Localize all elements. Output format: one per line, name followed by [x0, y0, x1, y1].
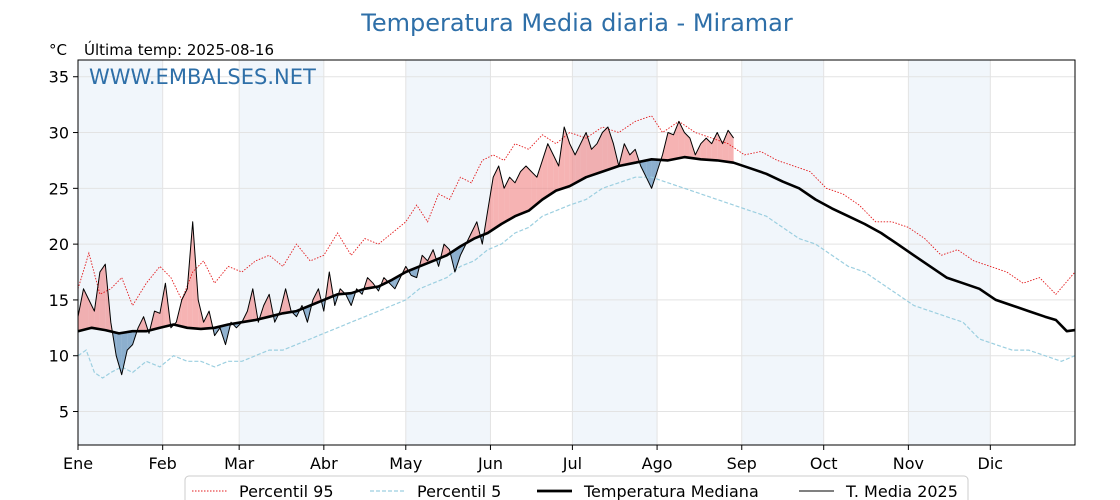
series-line-p5: [77, 176, 1076, 379]
fill-above-median: [597, 132, 603, 174]
fill-above-median: [192, 221, 199, 329]
fill-above-median: [673, 121, 679, 160]
legend-label-p5: Percentil 5: [417, 482, 501, 500]
fill-above-median: [367, 277, 373, 289]
y-tick-label: 35: [49, 68, 69, 87]
y-tick-label: 10: [49, 347, 69, 366]
fill-above-median: [504, 177, 510, 223]
fill-above-median: [159, 283, 166, 328]
series-lines: [77, 115, 1076, 379]
fill-above-median: [247, 288, 253, 322]
fill-above-median: [580, 132, 587, 181]
month-band: [239, 60, 324, 445]
fill-above-median: [586, 132, 592, 178]
fill-above-median: [684, 132, 690, 158]
fill-below-median: [121, 332, 128, 375]
x-tick-label: Mar: [224, 454, 255, 473]
y-axis-unit: °C: [49, 41, 67, 59]
fill-above-median: [558, 127, 565, 190]
y-tick-label: 30: [49, 124, 69, 143]
y-tick-label: 15: [49, 291, 69, 310]
x-tick-label: Oct: [810, 454, 838, 473]
fill-above-median: [471, 221, 477, 241]
legend-label-p95: Percentil 95: [239, 482, 334, 500]
fill-above-median: [575, 143, 581, 184]
y-axis-ticks: 5 10 15 20 25 30 35: [49, 68, 78, 422]
fill-above-median: [181, 288, 188, 328]
x-tick-label: Ene: [63, 454, 93, 473]
fill-above-median: [728, 130, 734, 163]
fill-above-median: [531, 171, 537, 209]
y-tick-label: 5: [59, 403, 69, 422]
month-band: [908, 60, 991, 445]
fill-above-median: [717, 132, 723, 162]
fill-above-median: [711, 132, 718, 161]
fill-below-median: [646, 159, 652, 189]
fill-above-median: [602, 127, 608, 172]
fill-below-median: [640, 160, 647, 178]
x-tick-label: Dic: [978, 454, 1004, 473]
fill-above-median: [88, 299, 95, 329]
fill-above-median: [526, 166, 532, 212]
fill-above-median: [564, 127, 570, 188]
y-tick-label: 25: [49, 179, 69, 198]
fill-above-median: [154, 311, 160, 330]
fill-above-median: [78, 288, 84, 332]
chart-title: Temperatura Media diaria - Miramar: [360, 9, 793, 37]
y-tick-label: 20: [49, 235, 69, 254]
fill-above-median: [624, 143, 630, 165]
x-tick-label: Jun: [477, 454, 503, 473]
legend: Percentil 95 Percentil 5 Temperatura Med…: [184, 475, 969, 500]
fill-above-median: [569, 143, 576, 187]
plot-frame: [77, 59, 1076, 446]
x-tick-label: Jul: [562, 454, 582, 473]
x-tick-label: Nov: [893, 454, 924, 473]
grid-lines: [77, 60, 1075, 445]
x-tick-label: Abr: [310, 454, 338, 473]
x-tick-label: Ago: [642, 454, 673, 473]
fill-above-median: [509, 177, 515, 220]
legend-box: [184, 475, 969, 500]
month-bands: [78, 60, 991, 445]
fill-below-median: [454, 246, 461, 272]
x-axis-ticks: Ene Feb Mar Abr May Jun Jul Ago Sep Oct Nov Dic: [63, 445, 1003, 473]
fill-below-median: [116, 332, 122, 375]
series-line-p95: [77, 115, 1076, 307]
fill-above-median: [487, 177, 494, 233]
fill-above-median: [263, 294, 270, 318]
month-band: [572, 60, 658, 445]
fill-below-median: [651, 159, 658, 189]
series-line-2025: [77, 120, 735, 376]
legend-label-median: Temperatura Mediana: [583, 482, 759, 500]
fill-above-median: [94, 272, 100, 330]
legend-label-current: T. Media 2025: [845, 482, 958, 500]
fill-above-median: [607, 127, 614, 170]
fill-above-median: [520, 166, 526, 214]
x-tick-label: May: [389, 454, 422, 473]
fill-above-median: [700, 138, 707, 160]
fill-above-median: [515, 171, 521, 217]
fill-above-median: [498, 166, 505, 226]
fill-above-median: [493, 166, 499, 230]
fill-above-median: [203, 311, 210, 329]
month-band: [741, 60, 824, 445]
fill-above-median: [536, 160, 543, 204]
watermark: WWW.EMBALSES.NET: [89, 65, 316, 89]
fill-above-median: [547, 143, 554, 196]
month-band: [78, 60, 163, 445]
fill-above-median: [591, 143, 597, 176]
fill-above-median: [629, 149, 636, 164]
fill-above-median: [99, 264, 106, 331]
fill-above-median: [83, 288, 89, 330]
x-tick-label: Feb: [149, 454, 177, 473]
fill-above-median: [706, 138, 712, 161]
fill-above-median: [668, 132, 674, 161]
x-tick-label: Sep: [727, 454, 757, 473]
fill-above-median: [187, 221, 193, 329]
fill-above-median: [722, 130, 729, 162]
last-temp-label: Última temp: 2025-08-16: [84, 40, 274, 59]
